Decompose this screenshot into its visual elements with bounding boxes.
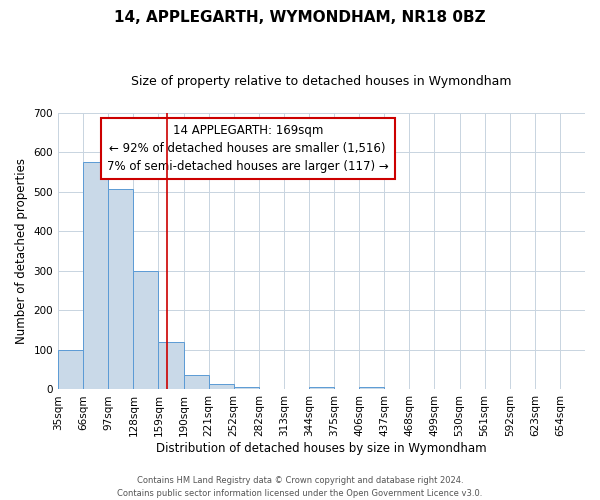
Title: Size of property relative to detached houses in Wymondham: Size of property relative to detached ho… bbox=[131, 75, 512, 88]
Text: 14, APPLEGARTH, WYMONDHAM, NR18 0BZ: 14, APPLEGARTH, WYMONDHAM, NR18 0BZ bbox=[114, 10, 486, 25]
Bar bbox=[233, 388, 259, 390]
Bar bbox=[184, 375, 209, 390]
Bar bbox=[209, 384, 233, 390]
Bar bbox=[108, 188, 133, 390]
Text: Contains HM Land Registry data © Crown copyright and database right 2024.
Contai: Contains HM Land Registry data © Crown c… bbox=[118, 476, 482, 498]
Bar bbox=[309, 388, 334, 390]
Bar bbox=[359, 388, 384, 390]
Bar bbox=[58, 350, 83, 390]
Bar bbox=[83, 162, 108, 390]
Y-axis label: Number of detached properties: Number of detached properties bbox=[15, 158, 28, 344]
Bar bbox=[158, 342, 184, 390]
X-axis label: Distribution of detached houses by size in Wymondham: Distribution of detached houses by size … bbox=[156, 442, 487, 455]
Text: 14 APPLEGARTH: 169sqm
← 92% of detached houses are smaller (1,516)
7% of semi-de: 14 APPLEGARTH: 169sqm ← 92% of detached … bbox=[107, 124, 389, 173]
Bar bbox=[133, 271, 158, 390]
